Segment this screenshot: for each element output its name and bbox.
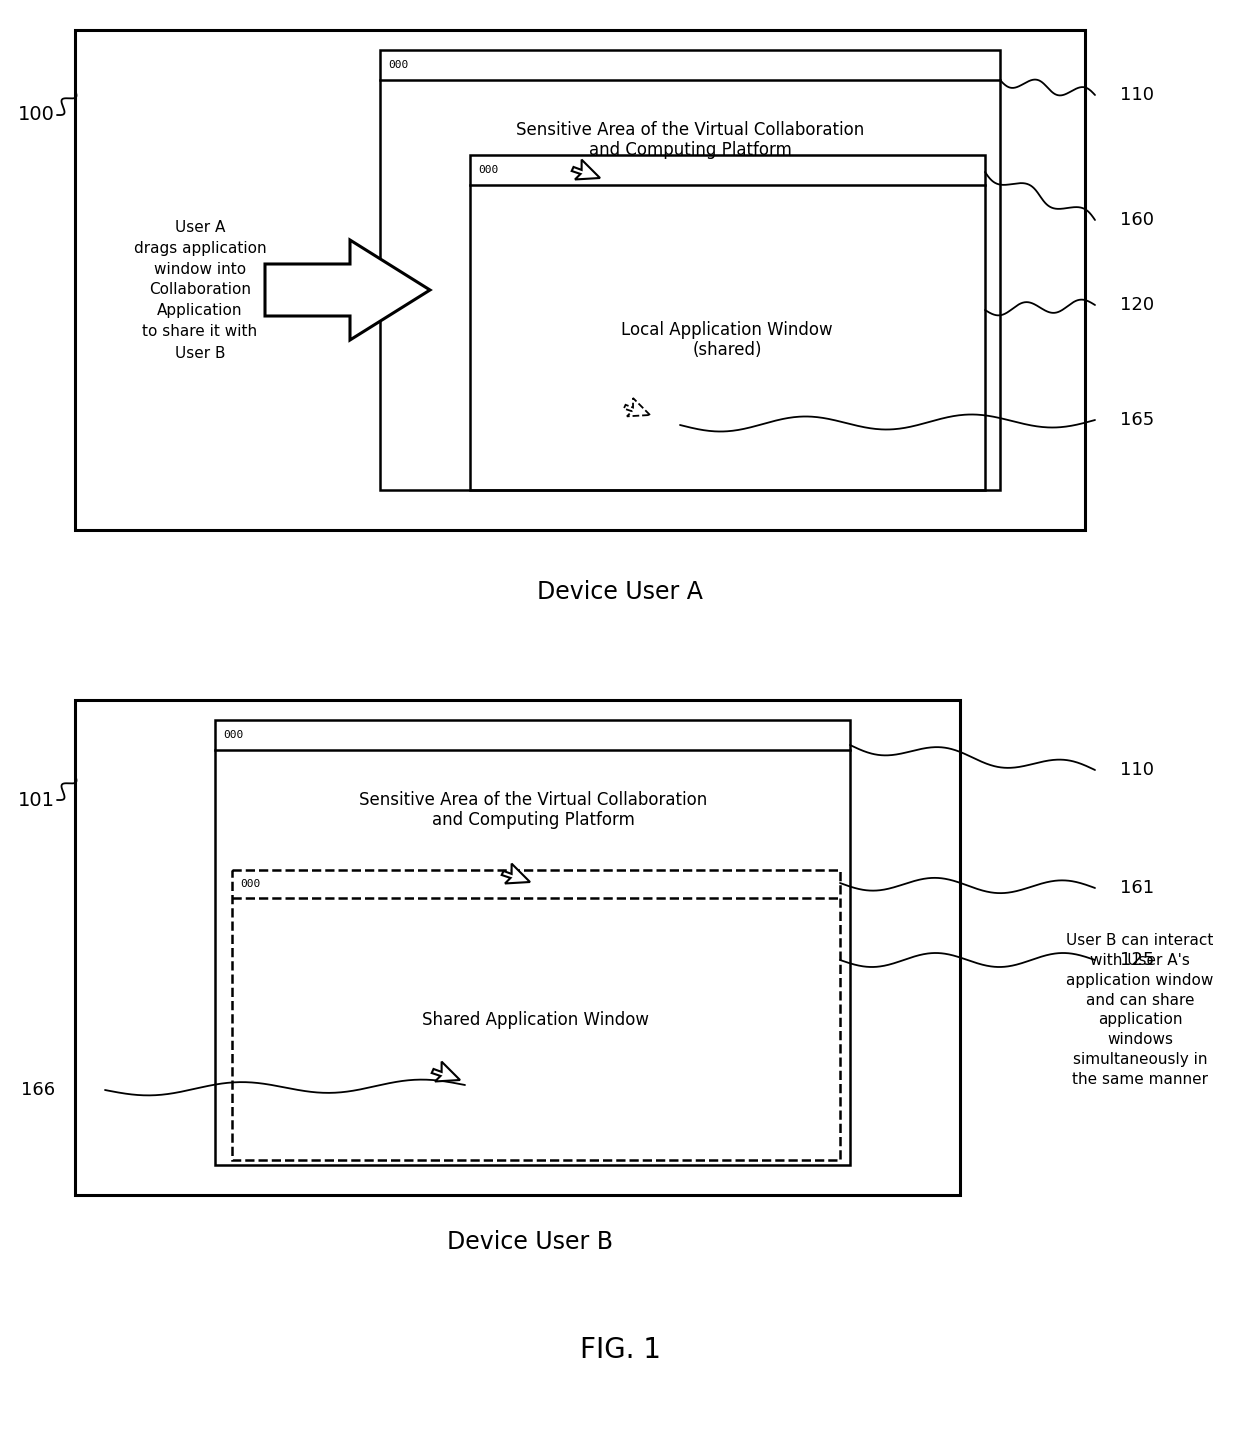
Text: 161: 161 [1120, 879, 1154, 896]
Text: 101: 101 [19, 790, 55, 810]
Text: 125: 125 [1120, 951, 1154, 968]
Text: Sensitive Area of the Virtual Collaboration
and Computing Platform: Sensitive Area of the Virtual Collaborat… [358, 790, 707, 829]
Text: 165: 165 [1120, 412, 1154, 429]
Text: 000: 000 [388, 60, 408, 71]
Bar [470, 155, 985, 491]
Polygon shape [432, 1062, 460, 1082]
Text: Shared Application Window: Shared Application Window [423, 1012, 650, 1029]
Bar [215, 720, 849, 1166]
Text: User B can interact
with User A's
application window
and can share
application
w: User B can interact with User A's applic… [1066, 934, 1214, 1086]
Bar [232, 871, 839, 1160]
Text: FIG. 1: FIG. 1 [579, 1335, 661, 1364]
Text: 110: 110 [1120, 86, 1154, 104]
Text: 100: 100 [19, 105, 55, 125]
Text: User A
drags application
window into
Collaboration
Application
to share it with
: User A drags application window into Col… [134, 220, 267, 361]
Text: 120: 120 [1120, 296, 1154, 314]
Text: 166: 166 [21, 1081, 55, 1099]
Polygon shape [572, 160, 600, 180]
Text: 000: 000 [477, 165, 498, 176]
Text: 000: 000 [241, 879, 260, 889]
Polygon shape [502, 863, 529, 884]
Text: Local Application Window
(shared): Local Application Window (shared) [621, 321, 833, 360]
Polygon shape [265, 240, 430, 340]
Text: 160: 160 [1120, 212, 1154, 229]
Bar [74, 699, 960, 1194]
Text: 000: 000 [223, 730, 243, 740]
Bar [74, 30, 1085, 530]
Bar [379, 50, 999, 491]
Text: Sensitive Area of the Virtual Collaboration
and Computing Platform: Sensitive Area of the Virtual Collaborat… [516, 121, 864, 160]
Text: Device User A: Device User A [537, 580, 703, 604]
Text: Device User B: Device User B [446, 1230, 613, 1253]
Text: 110: 110 [1120, 761, 1154, 778]
